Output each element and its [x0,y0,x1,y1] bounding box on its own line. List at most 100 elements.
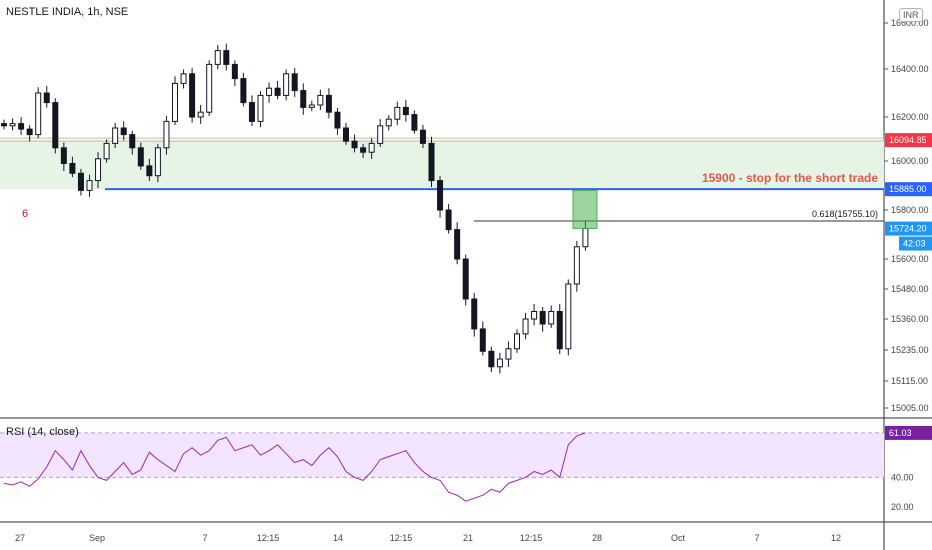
candle-up [172,82,178,122]
currency-badge[interactable]: INR [899,8,923,22]
candle-down [189,73,196,118]
candle-down [274,87,281,96]
candle-up [505,348,512,360]
time-tick-label: Oct [671,533,686,543]
candles [1,43,589,374]
price-tick-label: 15480.00 [891,284,929,294]
rsi-last-value: 61.03 [889,428,912,438]
price-badge-16094-bg [885,133,932,148]
candle-down [18,123,25,130]
candle-down [445,209,452,231]
rsi-tick-label: 20.00 [891,502,914,512]
candle-down [437,180,444,211]
candle-down [248,102,255,122]
candle-up [548,311,555,325]
fib-label: 0.618(15755.10) [812,209,878,219]
price-tick-label: 15005.00 [891,403,929,413]
time-tick-label: 7 [202,533,207,543]
candle-down [69,162,76,174]
candle-down [129,134,136,149]
price-tick-label: 15800.00 [891,205,929,215]
candle-up [368,142,375,153]
candle-up [197,111,204,118]
candle-up [103,142,110,160]
candle-down [240,78,247,104]
candle-down [343,127,349,142]
rsi-pane: 20.00 40.00 61.03 [0,425,932,512]
candle-down [428,142,435,182]
time-axis: 27 Sep 7 12:15 14 12:15 21 12:15 28 Oct 7 12 [15,533,841,543]
candle-up [163,120,170,149]
candle-down [223,50,230,65]
candle-up [180,73,187,84]
time-tick-label: 14 [333,533,343,543]
price-tick-label: 15115.00 [891,376,928,386]
candle-down [471,298,478,330]
price-tick-label: 16000.00 [891,156,929,166]
time-tick-label: 12:15 [390,533,413,543]
candle-down [120,127,127,136]
time-tick-label: 21 [463,533,473,543]
candle-down [26,128,33,136]
candle-down [137,147,144,167]
price-badge-15885: 15885.00 [889,184,927,194]
rsi-tick-label: 40.00 [891,472,914,482]
target-box [572,189,598,229]
candle-down [334,111,341,129]
candle-up [214,50,221,65]
price-badge-last-bg [885,221,932,236]
candle-up [112,127,119,144]
candle-up [317,94,324,106]
candle-down [556,311,563,350]
candle-up [514,333,520,350]
stop-annotation: 15900 - stop for the short trade [702,171,878,185]
candle-up [257,94,264,122]
candle-down [479,328,486,352]
chart-title: NESTLE INDIA, 1h, NSE [6,6,129,18]
candle-down [454,229,461,260]
candle-up [385,118,392,127]
overlays: 0.618(15755.10) 15900 - stop for the shor… [474,171,884,229]
candle-up [394,106,401,120]
candle-up [86,180,93,191]
price-tick-label: 15360.00 [891,314,929,324]
candle-down [52,102,59,149]
candle-down [411,114,418,131]
candle-down [60,147,67,164]
candle-down [77,172,84,191]
rsi-title: RSI (14, close) [6,426,79,438]
candle-down [300,90,307,108]
candle-up [206,63,213,113]
rsi-band [0,432,884,478]
candle-down [539,311,546,325]
price-tick-label: 15600.00 [891,254,929,264]
candle-down [462,258,469,300]
candle-down [351,140,358,149]
candle-down [291,73,298,92]
candle-up [283,73,290,96]
candle-down [43,92,50,104]
time-tick-label: 7 [754,533,759,543]
candle-up [496,358,503,368]
candle-down [419,129,426,144]
time-tick-label: Sep [89,533,105,543]
candle-down [360,147,367,153]
price-badge-16094: 16094.85 [889,135,927,145]
candle-up [531,311,538,320]
candle-up [9,123,16,127]
price-tick-label: 16400.00 [891,64,929,74]
price-tick-label: 15235.00 [891,345,929,355]
candle-up [308,104,315,108]
wave-count-label: 6 [22,208,29,220]
countdown-label: 42:03 [903,239,926,249]
candle-up [582,228,589,248]
price-tick-label: 16200.00 [891,112,929,122]
candle-up [565,283,572,350]
candle-up [266,87,273,96]
candle-up [154,147,161,177]
price-badge-15885-bg [885,182,932,197]
price-axis: 15005.00 15115.00 15235.00 15360.00 15480.00… [884,18,932,413]
time-tick-label: 27 [15,533,25,543]
time-tick-label: 28 [592,533,602,543]
